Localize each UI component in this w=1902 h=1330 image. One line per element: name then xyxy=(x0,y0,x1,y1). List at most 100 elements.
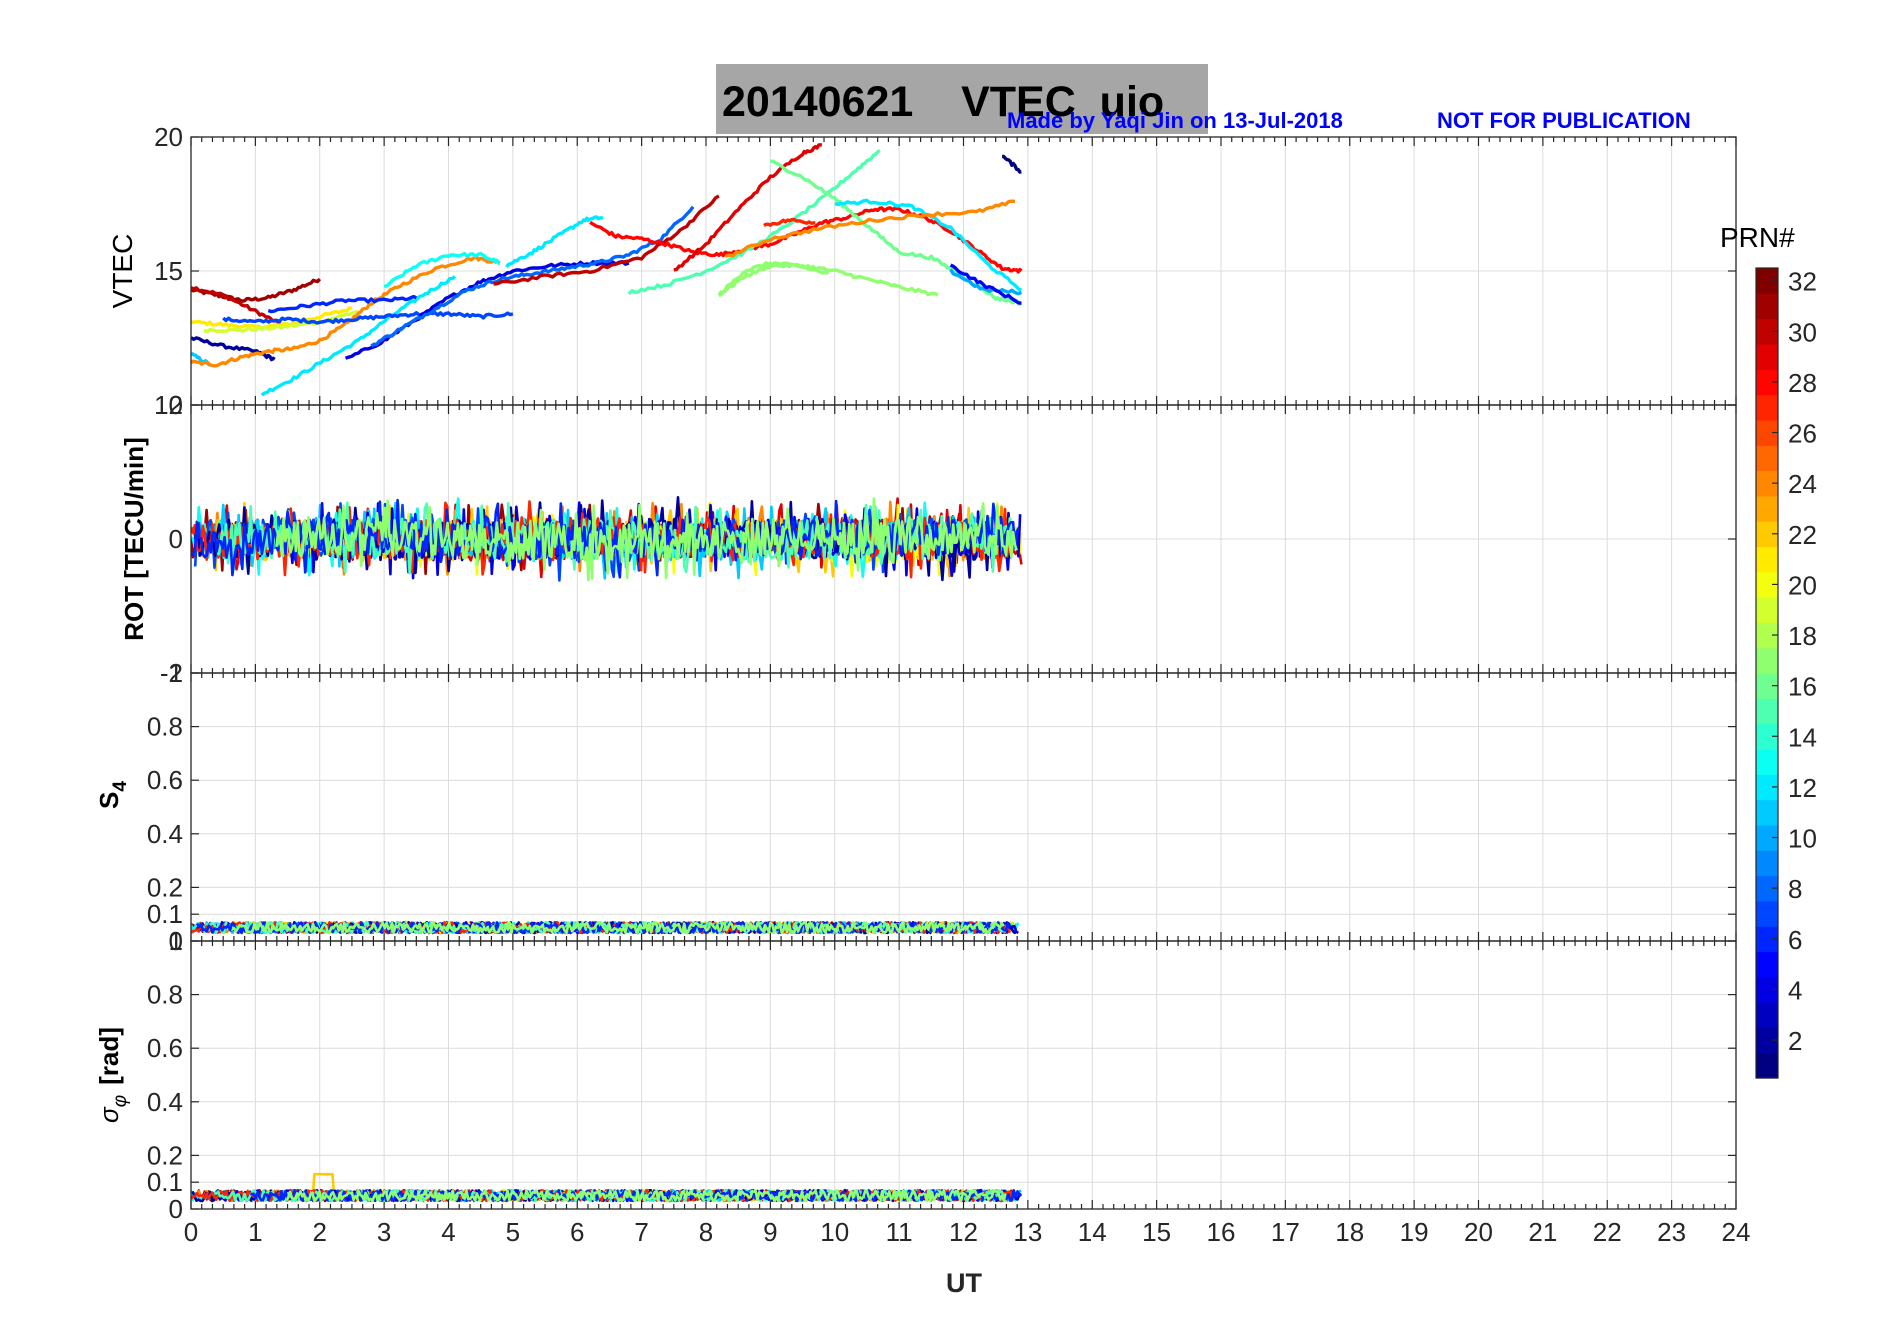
x-tick-label: 17 xyxy=(1271,1217,1300,1247)
y-tick-label: 1 xyxy=(169,926,183,956)
panel-vtec: 10 15 20 xyxy=(154,122,1737,420)
series-line-prn-16 xyxy=(770,159,1023,306)
colorbar-cell xyxy=(1756,875,1778,902)
colorbar-cell xyxy=(1756,647,1778,674)
colorbar-frame xyxy=(1755,267,1779,1079)
x-tick-label: 4 xyxy=(441,1217,455,1247)
s4-ylabel: S4 xyxy=(94,781,131,809)
x-tick-label: 21 xyxy=(1528,1217,1557,1247)
colorbar-title: PRN# xyxy=(1720,222,1795,253)
series-line-prn-4 xyxy=(344,260,630,360)
colorbar-cell xyxy=(1756,268,1778,294)
colorbar-cell xyxy=(1756,900,1778,927)
series-line-prn-6 xyxy=(267,294,417,314)
y-tick-label: 0.4 xyxy=(147,1087,183,1117)
y-tick-label: 0 xyxy=(169,1194,183,1224)
colorbar-cell xyxy=(1756,951,1778,978)
sigma-ylabel-sub: φ xyxy=(110,1095,131,1107)
s4-ylabel-sub: 4 xyxy=(110,781,131,792)
series-line-prn-24 xyxy=(191,255,501,368)
colorbar-cell xyxy=(1756,318,1778,345)
panel-rot: -2 0 2 xyxy=(160,390,1737,688)
x-axis-label: UT xyxy=(946,1268,982,1298)
x-tick-label: 3 xyxy=(377,1217,391,1247)
colorbar-cell xyxy=(1756,850,1778,877)
colorbar-cell xyxy=(1756,1027,1778,1054)
colorbar-cell xyxy=(1756,343,1778,370)
colorbar-tick-label: 12 xyxy=(1788,773,1817,803)
x-tick-label: 13 xyxy=(1013,1217,1042,1247)
colorbar-tick-label: 4 xyxy=(1788,975,1802,1005)
s4-ylabel-main: S xyxy=(94,792,124,809)
colorbar-cell xyxy=(1756,976,1778,1003)
svg-text:σφ[rad]: σφ [rad] xyxy=(94,1027,131,1123)
y-tick-label: 0.2 xyxy=(147,872,183,902)
colorbar-tick-label: 32 xyxy=(1788,267,1817,297)
y-tick-label: 0.6 xyxy=(147,765,183,795)
x-tick-label: 5 xyxy=(506,1217,520,1247)
y-tick-label: 20 xyxy=(154,122,183,152)
series-line-prn-29 xyxy=(673,143,823,272)
sigma-ylabel: σφ [rad] xyxy=(94,1027,131,1123)
colorbar-tick-label: 28 xyxy=(1788,368,1817,398)
series-trace-prn-27 xyxy=(191,500,1014,579)
colorbar-cell xyxy=(1756,293,1778,320)
x-tick-label: 24 xyxy=(1722,1217,1751,1247)
y-tick-label: 0 xyxy=(169,524,183,554)
series-line-prn-7 xyxy=(222,311,514,325)
colorbar-cell xyxy=(1756,926,1778,953)
colorbar-cell xyxy=(1756,546,1778,573)
colorbar-cell xyxy=(1756,748,1778,775)
series-group xyxy=(191,495,1023,582)
series-trace-prn-17 xyxy=(285,1189,1007,1203)
rot-ylabel: ROT [TECU/min] xyxy=(119,437,149,641)
axes-frame xyxy=(190,940,1737,1210)
series-trace-prn-17 xyxy=(232,920,1005,935)
x-tick-label: 8 xyxy=(699,1217,713,1247)
series-line-prn-17 xyxy=(717,261,830,297)
colorbar-tick-label: 18 xyxy=(1788,621,1817,651)
series-line-prn-5 xyxy=(949,263,1022,305)
figure-title: 20140621 VTEC uio xyxy=(722,78,1164,126)
x-tick-label: 10 xyxy=(820,1217,849,1247)
series-line-prn-21 xyxy=(191,306,353,330)
x-tick-label: 0 xyxy=(184,1217,198,1247)
y-tick-label: 2 xyxy=(169,390,183,420)
series-line-prn-2 xyxy=(191,336,276,362)
x-tick-label: 2 xyxy=(313,1217,327,1247)
series-line-prn-1 xyxy=(1002,154,1022,174)
disclaimer-text: NOT FOR PUBLICATION xyxy=(1437,108,1691,133)
vtec-ylabel: VTEC xyxy=(107,234,138,309)
colorbar-cell xyxy=(1756,495,1778,522)
x-tick-label: 23 xyxy=(1657,1217,1686,1247)
colorbar-tick-label: 2 xyxy=(1788,1026,1802,1056)
x-tick-label: 14 xyxy=(1078,1217,1107,1247)
y-tick-label: 1 xyxy=(169,658,183,688)
y-tick-label: 0.1 xyxy=(147,1167,183,1197)
series-group xyxy=(191,920,1020,935)
colorbar-tick-label: 20 xyxy=(1788,570,1817,600)
series-line-prn-27 xyxy=(763,217,816,227)
x-tick-label: 16 xyxy=(1207,1217,1236,1247)
series-line-prn-10 xyxy=(949,268,1023,296)
series-line-prn-30 xyxy=(191,286,282,327)
x-tick-label: 6 xyxy=(570,1217,584,1247)
series-line-prn-28 xyxy=(589,206,1023,274)
colorbar-cell xyxy=(1756,394,1778,421)
series-line-prn-8 xyxy=(370,205,695,348)
series-trace-prn-17 xyxy=(275,497,1018,582)
colorbar-tick-label: 6 xyxy=(1788,925,1802,955)
colorbar-cell xyxy=(1756,622,1778,649)
svg-text:S4: S4 xyxy=(94,781,131,809)
colorbar-cell xyxy=(1756,799,1778,826)
x-tick-label: 1 xyxy=(248,1217,262,1247)
y-tick-label: 0.8 xyxy=(147,980,183,1010)
colorbar-cell xyxy=(1756,723,1778,750)
panels: 101520-20200.10.20.40.60.8100.10.20.40.6… xyxy=(147,122,1751,1247)
colorbar-cell xyxy=(1756,1002,1778,1028)
colorbar-tick-label: 22 xyxy=(1788,520,1817,550)
sigma-ylabel-unit: [rad] xyxy=(94,1027,124,1085)
x-tick-label: 15 xyxy=(1142,1217,1171,1247)
